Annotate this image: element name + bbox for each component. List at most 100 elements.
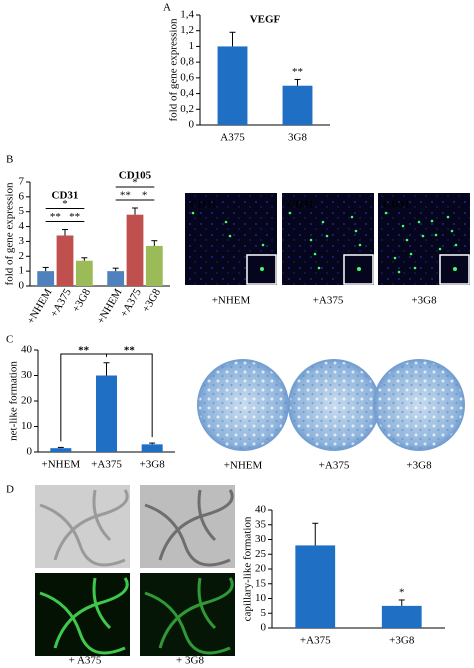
x-tick-label: +A375 <box>48 286 74 319</box>
bracket-label: * <box>142 190 148 202</box>
bar <box>282 85 313 125</box>
y-tick-label: 0,4 <box>180 87 194 99</box>
group-title: CD105 <box>119 170 152 182</box>
image-caption: +A375 <box>313 295 344 307</box>
bracket-label: ** <box>69 211 80 223</box>
significance: ** <box>292 66 303 78</box>
signal <box>397 270 401 274</box>
bar <box>381 605 422 628</box>
dish-cells <box>375 361 463 449</box>
y-tick-label: 40 <box>21 344 33 356</box>
y-tick-label: 2 <box>19 250 25 262</box>
x-tick-label: +3G8 <box>389 635 415 647</box>
signal <box>409 252 413 256</box>
y-axis-label: capillary-like formation <box>242 516 254 621</box>
y-tick-label: 35 <box>255 518 267 530</box>
dish-cells <box>199 361 287 449</box>
y-tick-label: 3 <box>19 235 25 247</box>
y-tick-label: 5 <box>19 205 25 217</box>
y-tick-label: 1,2 <box>180 24 194 36</box>
image-caption: +3G8 <box>406 460 432 472</box>
inset <box>439 254 470 285</box>
y-tick-label: 30 <box>21 369 33 381</box>
image-caption: + A375 <box>69 655 102 667</box>
y-tick-label: 25 <box>255 548 267 560</box>
y-tick-label: 1,4 <box>180 9 194 21</box>
y-tick-label: 20 <box>255 563 267 575</box>
x-tick-label: +A375 <box>91 459 122 471</box>
signal <box>434 233 438 237</box>
bar <box>95 375 118 452</box>
bar <box>126 214 144 286</box>
bracket <box>106 353 153 438</box>
signal <box>261 243 265 247</box>
group-title: CD31 <box>52 190 79 202</box>
x-tick-label: +3G8 <box>70 286 93 314</box>
y-axis-label: fold of gene expression <box>4 182 16 285</box>
signal <box>358 243 362 247</box>
bar <box>145 245 163 286</box>
signal <box>438 247 442 251</box>
x-tick-label: +A375 <box>118 286 144 319</box>
image-label: CD31 <box>190 199 217 211</box>
image-caption: +NHEM <box>212 295 251 307</box>
signal <box>313 252 317 256</box>
bar <box>56 235 74 286</box>
inset <box>246 254 277 285</box>
chart-title: VEGF <box>250 14 281 26</box>
bar <box>107 271 125 286</box>
y-tick-label: 5 <box>261 607 267 619</box>
signal <box>350 215 354 219</box>
bar <box>141 444 163 452</box>
panel-letter: B <box>6 154 13 166</box>
y-tick-label: 6 <box>19 190 25 202</box>
y-tick-label: 1 <box>19 265 25 277</box>
x-tick-label: 3G8 <box>288 132 307 144</box>
signal <box>393 256 397 260</box>
signal <box>454 243 458 247</box>
y-tick-label: 15 <box>255 577 267 589</box>
signal <box>224 220 228 224</box>
x-tick-label: A375 <box>220 132 245 144</box>
signal <box>417 220 421 224</box>
x-tick-label: +NHEM <box>42 459 81 471</box>
signal <box>401 224 405 228</box>
x-tick-label: +3G8 <box>140 286 163 314</box>
signal <box>405 238 409 242</box>
y-tick-label: 0,2 <box>180 103 194 115</box>
image-caption: +NHEM <box>224 460 263 472</box>
x-tick-label: +A375 <box>300 635 331 647</box>
bar <box>217 46 248 125</box>
y-tick-label: 40 <box>255 504 267 516</box>
y-tick-label: 30 <box>255 533 267 545</box>
y-tick-label: 0 <box>189 119 195 131</box>
y-axis-label: net-like formation <box>8 361 20 441</box>
bracket-label: ** <box>120 190 131 202</box>
signal <box>321 220 325 224</box>
x-tick-label: +3G8 <box>140 459 166 471</box>
y-tick-label: 10 <box>255 592 267 604</box>
signal <box>191 211 195 215</box>
signal <box>413 266 417 270</box>
y-tick-label: 7 <box>19 176 25 188</box>
signal <box>450 229 454 233</box>
inset-signal <box>260 267 264 271</box>
inset-signal <box>453 267 457 271</box>
micrograph <box>35 485 130 568</box>
signal <box>354 229 358 233</box>
panel-letter: A <box>163 2 171 14</box>
signal <box>325 234 329 238</box>
tubes <box>39 577 129 655</box>
bar <box>50 448 72 452</box>
panel-letter: D <box>6 484 14 496</box>
micrograph <box>140 573 235 656</box>
image-caption: +A375 <box>319 460 350 472</box>
micrograph <box>140 485 235 568</box>
y-axis-label: fold of gene expression <box>168 18 180 121</box>
y-tick-label: 0,8 <box>180 56 194 68</box>
dish-cells <box>290 361 378 449</box>
y-tick-label: 20 <box>21 395 33 407</box>
bracket-label: ** <box>124 345 136 357</box>
